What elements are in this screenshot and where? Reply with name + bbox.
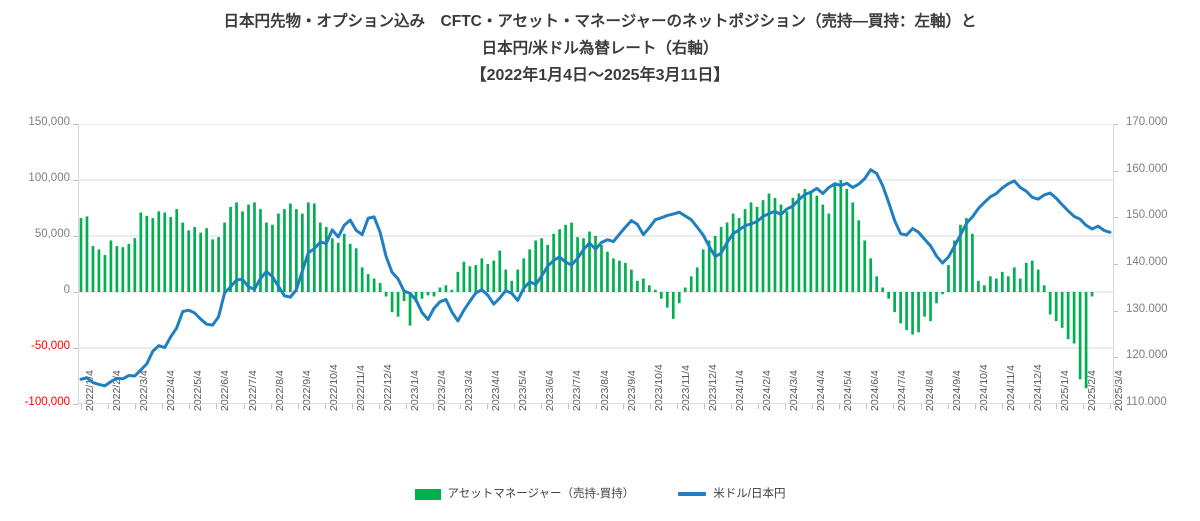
x-axis-tick-mark (812, 404, 814, 409)
x-axis-tick-mark (947, 404, 949, 409)
x-axis-tick-mark (974, 404, 976, 409)
line-series-usdjpy (79, 168, 1112, 388)
left-axis-tick-mark (73, 292, 78, 293)
right-axis-tick-mark (1113, 310, 1118, 312)
left-axis-tick-mark (73, 180, 78, 181)
right-axis-tick: 150.000 (1126, 209, 1168, 222)
x-axis-tick-mark (487, 404, 489, 409)
x-axis-tick-mark (1001, 404, 1003, 409)
left-axis-tick-mark (73, 404, 78, 405)
right-axis-tick-mark (1113, 404, 1118, 405)
left-axis-tick: 50,000 (34, 228, 70, 240)
x-axis-tick-mark (649, 404, 651, 409)
right-axis-tick-mark (1113, 217, 1118, 219)
x-axis-tick-mark (378, 404, 380, 409)
x-axis-tick-mark (351, 404, 353, 409)
x-axis-tick-mark (405, 404, 407, 409)
right-axis-tick-mark (1113, 264, 1118, 265)
x-axis-tick-mark (541, 404, 543, 409)
legend-label-usdjpy: 米ドル/日本円 (713, 488, 786, 500)
right-axis-tick: 160.000 (1126, 162, 1168, 175)
left-axis-tick: -50,000 (30, 340, 70, 352)
left-axis-tick: 100,000 (28, 172, 70, 184)
legend-label-asset-manager: アセットマネージャー（売持-買持） (447, 488, 635, 500)
right-axis-tick: 110.000 (1126, 396, 1167, 408)
x-axis-tick-mark (622, 404, 624, 409)
right-axis-tick: 140.000 (1126, 256, 1168, 268)
plot-area (78, 124, 1113, 404)
left-axis-tick-mark (73, 236, 78, 237)
x-axis-tick-mark (433, 404, 434, 409)
right-axis-tick-mark (1113, 170, 1118, 172)
legend-item-usdjpy: 米ドル/日本円 (678, 488, 786, 500)
left-axis-tick-mark (73, 348, 78, 349)
left-axis-line (78, 124, 79, 404)
x-axis-tick-mark (297, 404, 299, 409)
legend-bar-swatch-icon (414, 488, 441, 500)
chart-title: 日本円先物・オプション込み CFTC・アセット・マネージャーのネットポジション（… (0, 8, 1200, 89)
x-axis-tick-mark (920, 404, 922, 409)
bar-series-asset-manager (79, 180, 1094, 389)
x-axis-tick-mark (1082, 404, 1084, 409)
x-axis-tick-mark (1055, 404, 1057, 409)
left-axis-tick: -100,000 (24, 396, 70, 408)
chart-title-line-3: 【2022年1月4日〜2025年3月11日】 (470, 67, 730, 84)
x-axis-tick-mark (514, 404, 516, 409)
left-axis-tick: 150,000 (28, 116, 70, 128)
x-axis-tick-mark (108, 404, 110, 409)
left-axis-tick: 0 (63, 284, 70, 296)
x-axis-tick-mark (1028, 404, 1030, 409)
x-axis-tick-mark (893, 404, 895, 409)
x-axis-tick-mark (1110, 404, 1111, 409)
chart-title-line-1: 日本円先物・オプション込み CFTC・アセット・マネージャーのネットポジション（… (223, 13, 977, 30)
x-axis-tick-mark (703, 404, 705, 409)
x-axis-tick-mark (81, 404, 82, 409)
x-axis-tick-mark (785, 404, 787, 409)
legend-line-swatch-icon (678, 492, 707, 496)
right-axis-tick-mark (1113, 357, 1118, 359)
x-axis-tick-mark (460, 404, 462, 409)
right-axis-tick: 130.000 (1126, 302, 1168, 315)
legend-item-asset-manager: アセットマネージャー（売持-買持） (414, 488, 635, 500)
x-axis-tick-mark (270, 404, 272, 409)
x-axis-tick-mark (135, 404, 137, 409)
x-axis-tick-mark (189, 404, 191, 409)
chart-legend: アセットマネージャー（売持-買持） 米ドル/日本円 (0, 488, 1200, 500)
x-axis-tick-mark (595, 404, 597, 409)
x-axis-tick-mark (243, 404, 245, 409)
right-axis-tick: 170.000 (1126, 116, 1168, 128)
x-axis-tick-mark (324, 404, 326, 409)
right-axis-tick-mark (1113, 124, 1118, 125)
left-axis-tick-mark (73, 124, 78, 125)
right-axis-tick: 120.000 (1126, 349, 1168, 362)
x-axis-tick-mark (866, 404, 868, 409)
x-axis-tick-mark (758, 404, 759, 409)
x-axis-tick-mark (676, 404, 678, 409)
x-axis-tick-mark (216, 404, 218, 409)
x-axis-tick-mark (162, 404, 164, 409)
chart-title-line-2: 日本円/米ドル為替レート（右軸） (481, 40, 719, 57)
right-axis-line (1113, 124, 1114, 404)
x-axis-tick-label: 2025/3/4 (1113, 370, 1125, 411)
x-axis-tick-mark (730, 404, 732, 409)
x-axis-tick-mark (568, 404, 570, 409)
x-axis-tick-mark (839, 404, 841, 409)
